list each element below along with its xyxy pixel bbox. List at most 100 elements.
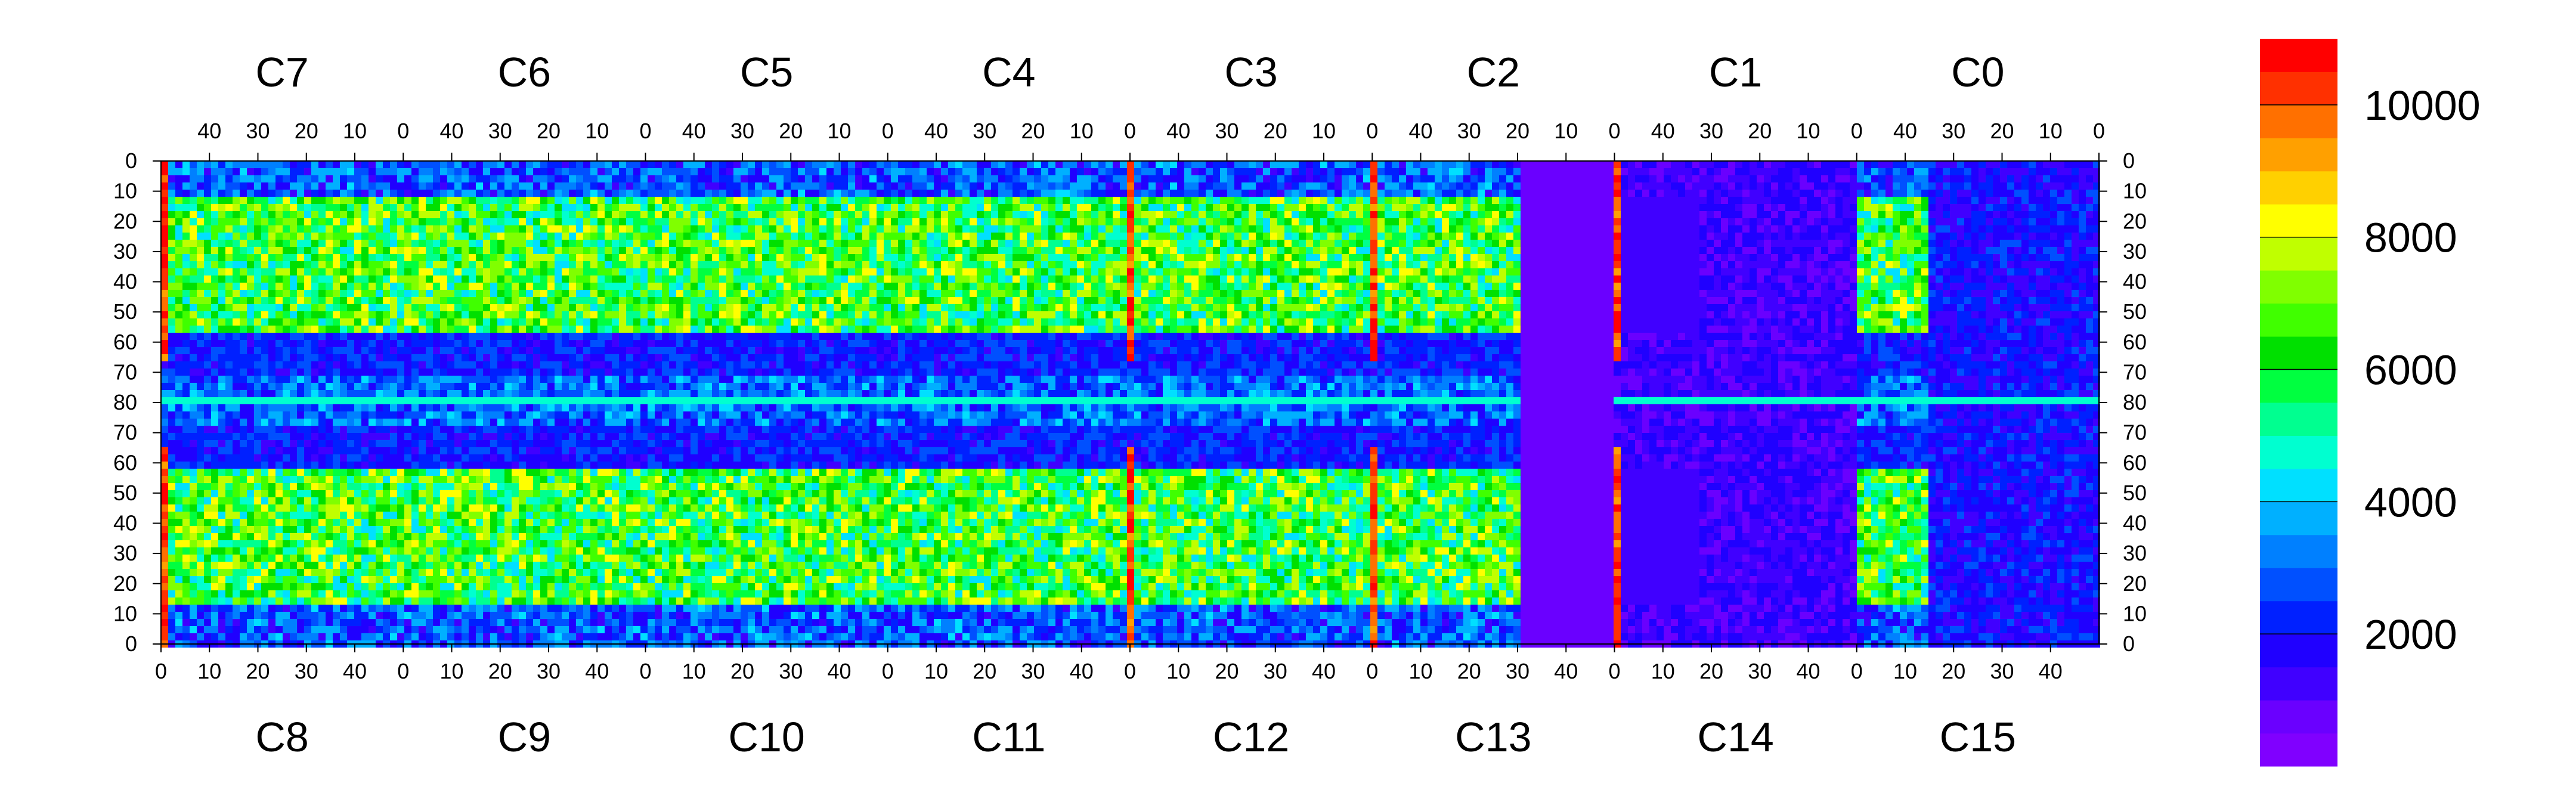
bottom-x-axis: 0 10 20 30 40 0 10 20 30 40 0 10 20 30 40 0 10 20 30 40 0 10 2… xyxy=(155,644,2063,683)
top-x-tick-label: 0 xyxy=(1366,119,1378,143)
top-x-tick-label: 20 xyxy=(295,119,318,143)
top-x-axis: 40 30 20 10 0 40 30 20 10 0 40 30 20 10 0 40 30 20 10 0 40 30… xyxy=(197,119,2105,161)
right-y-tick-label: 70 xyxy=(2123,420,2147,445)
top-chip-labels: C7 C6 C5 C4 C3 C2 C1 C0 xyxy=(255,49,2004,95)
left-y-tick-label: 30 xyxy=(113,239,137,264)
bottom-chip-label: C10 xyxy=(728,714,804,760)
colorbar-tick-label: 6000 xyxy=(2364,347,2457,394)
left-y-tick-label: 50 xyxy=(113,299,137,324)
colorbar-segment xyxy=(2260,39,2337,72)
bottom-x-tick-label: 30 xyxy=(1748,659,1772,683)
bottom-x-tick-label: 30 xyxy=(1264,659,1287,683)
colorbar-segment xyxy=(2260,402,2337,436)
right-y-tick-label: 80 xyxy=(2123,390,2147,414)
right-y-tick-label: 50 xyxy=(2123,299,2147,324)
top-chip-label: C4 xyxy=(982,49,1035,95)
bottom-x-tick-label: 0 xyxy=(1851,659,1863,683)
left-y-tick-label: 70 xyxy=(113,360,137,384)
colorbar-segment xyxy=(2260,634,2337,667)
top-x-tick-label: 20 xyxy=(1021,119,1045,143)
left-y-tick-label: 0 xyxy=(125,148,137,173)
left-y-tick-label: 0 xyxy=(125,631,137,656)
left-y-tick-label: 40 xyxy=(113,270,137,294)
bottom-x-tick-label: 40 xyxy=(1554,659,1578,683)
bottom-x-tick-label: 0 xyxy=(155,659,167,683)
colorbar-segment xyxy=(2260,270,2337,304)
bottom-x-tick-label: 40 xyxy=(1070,659,1094,683)
right-y-tick-label: 60 xyxy=(2123,450,2147,475)
colorbar-segment xyxy=(2260,138,2337,171)
top-x-tick-label: 20 xyxy=(1748,119,1772,143)
right-y-tick-label: 10 xyxy=(2123,179,2147,203)
left-y-tick-label: 40 xyxy=(113,511,137,535)
colorbar-tick-label: 4000 xyxy=(2364,479,2457,525)
bottom-chip-label: C9 xyxy=(498,714,551,760)
right-y-tick-label: 60 xyxy=(2123,330,2147,354)
top-chip-label: C2 xyxy=(1467,49,1520,95)
colorbar-segment xyxy=(2260,700,2337,733)
left-y-tick-label: 20 xyxy=(113,209,137,233)
bottom-x-tick-label: 30 xyxy=(1021,659,1045,683)
top-x-tick-label: 40 xyxy=(439,119,463,143)
bottom-x-tick-label: 20 xyxy=(730,659,754,683)
colorbar-tick-label: 2000 xyxy=(2364,611,2457,658)
colorbar-segment xyxy=(2260,601,2337,634)
top-x-tick-label: 40 xyxy=(682,119,706,143)
bottom-x-tick-label: 40 xyxy=(585,659,609,683)
bottom-x-tick-label: 40 xyxy=(827,659,851,683)
colorbar-segment xyxy=(2260,667,2337,701)
top-x-tick-label: 10 xyxy=(1070,119,1094,143)
top-x-tick-label: 40 xyxy=(197,119,221,143)
bottom-x-tick-label: 10 xyxy=(682,659,706,683)
left-y-tick-label: 70 xyxy=(113,420,137,445)
top-x-tick-label: 0 xyxy=(882,119,894,143)
bottom-x-tick-label: 10 xyxy=(1166,659,1190,683)
top-chip-label: C7 xyxy=(255,49,308,95)
bottom-x-tick-label: 20 xyxy=(1942,659,1965,683)
bottom-x-tick-label: 40 xyxy=(1796,659,1820,683)
bottom-x-tick-label: 20 xyxy=(1457,659,1481,683)
bottom-x-tick-label: 40 xyxy=(343,659,367,683)
colorbar-tick-label: 8000 xyxy=(2364,215,2457,261)
top-chip-label: C3 xyxy=(1224,49,1277,95)
right-y-tick-label: 70 xyxy=(2123,360,2147,384)
bottom-chip-labels: C8 C9 C10 C11 C12 C13 C14 C15 xyxy=(255,714,2016,760)
top-x-tick-label: 10 xyxy=(827,119,851,143)
top-x-tick-label: 10 xyxy=(1554,119,1578,143)
top-x-tick-label: 20 xyxy=(779,119,803,143)
bottom-x-tick-label: 0 xyxy=(1366,659,1378,683)
bottom-x-tick-label: 40 xyxy=(1312,659,1336,683)
right-y-tick-label: 30 xyxy=(2123,541,2147,565)
bottom-x-tick-label: 20 xyxy=(1699,659,1723,683)
top-x-tick-label: 0 xyxy=(2093,119,2105,143)
top-x-tick-label: 10 xyxy=(585,119,609,143)
colorbar-segment xyxy=(2260,171,2337,205)
bottom-x-tick-label: 10 xyxy=(1408,659,1432,683)
left-y-tick-label: 30 xyxy=(113,541,137,565)
colorbar-segment xyxy=(2260,105,2337,138)
top-x-tick-label: 30 xyxy=(973,119,996,143)
bottom-x-tick-label: 10 xyxy=(1651,659,1675,683)
bottom-chip-label: C8 xyxy=(255,714,308,760)
top-x-tick-label: 40 xyxy=(924,119,948,143)
left-y-tick-label: 60 xyxy=(113,450,137,475)
right-y-tick-label: 20 xyxy=(2123,571,2147,596)
right-y-tick-label: 0 xyxy=(2123,148,2135,173)
right-y-tick-label: 30 xyxy=(2123,239,2147,264)
left-y-tick-label: 60 xyxy=(113,330,137,354)
right-y-tick-label: 40 xyxy=(2123,511,2147,535)
bottom-x-tick-label: 20 xyxy=(488,659,512,683)
bottom-x-tick-label: 0 xyxy=(1608,659,1620,683)
bottom-x-tick-label: 0 xyxy=(882,659,894,683)
top-x-tick-label: 10 xyxy=(1796,119,1820,143)
top-x-tick-label: 30 xyxy=(246,119,270,143)
bottom-x-tick-label: 10 xyxy=(924,659,948,683)
bottom-x-tick-label: 10 xyxy=(1893,659,1917,683)
right-y-tick-label: 20 xyxy=(2123,209,2147,233)
colorbar-segment xyxy=(2260,435,2337,469)
colorbar-segment xyxy=(2260,469,2337,502)
bottom-x-tick-label: 30 xyxy=(779,659,803,683)
